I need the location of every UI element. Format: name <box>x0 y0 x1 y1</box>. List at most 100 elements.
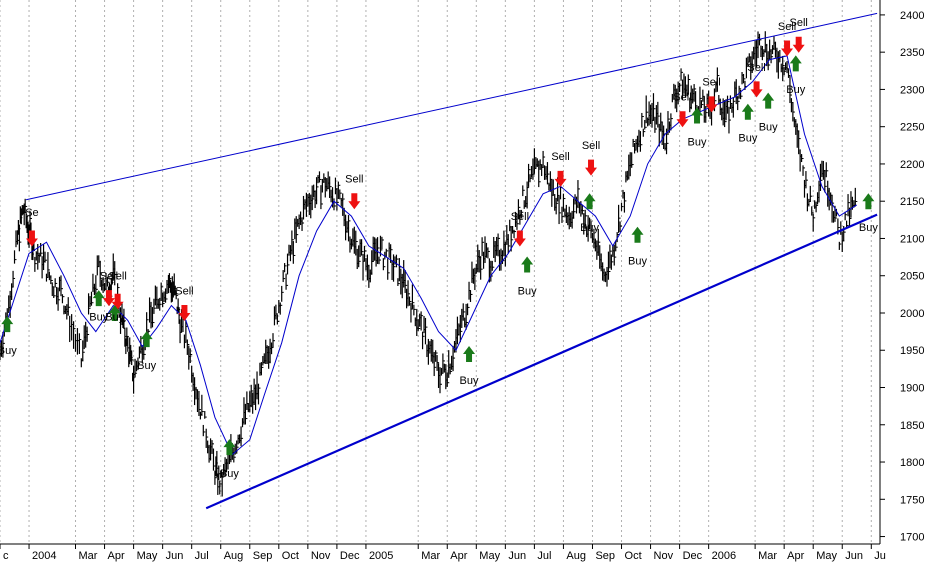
x-tick-label: May <box>816 550 837 562</box>
x-tick-label: Aug <box>566 550 586 562</box>
sell-arrow <box>705 96 718 113</box>
x-tick-label: Sep <box>253 550 273 562</box>
buy-arrow <box>741 103 754 120</box>
y-tick-label: 1900 <box>900 383 924 395</box>
x-tick-label: Jul <box>195 550 209 562</box>
x-axis: c 2004 Mar Apr May Jun Jul Aug Sep Oct Nov Dec 2005 M… <box>0 544 886 562</box>
y-tick-label: 2100 <box>900 233 924 245</box>
x-tick-label: Mar <box>758 550 777 562</box>
buy-arrow <box>463 345 476 362</box>
y-tick-label: 2200 <box>900 159 924 171</box>
sell-signal-label: Sell <box>582 140 600 152</box>
x-tick-label: May <box>137 550 158 562</box>
y-tick-label: 2000 <box>900 308 924 320</box>
sell-arrow <box>792 36 805 53</box>
sell-signal: Sell <box>790 17 808 53</box>
buy-arrow <box>92 290 105 307</box>
sell-signal: Sell <box>778 21 796 57</box>
y-tick-label: 2150 <box>900 196 924 208</box>
sell-signal-label: Sell <box>673 92 691 104</box>
sell-signal: Sell <box>582 140 600 176</box>
buy-arrow <box>1 316 14 333</box>
buy-signal: Buy <box>738 103 758 145</box>
x-tick-label: Apr <box>787 550 804 562</box>
buy-signal-label: Buy <box>137 360 156 372</box>
sell-signal: Se <box>25 207 39 247</box>
buy-signal-label: Buy <box>460 375 479 387</box>
y-tick-label: 2050 <box>900 271 924 283</box>
buy-signal-label: Buy <box>759 121 778 133</box>
buy-arrow <box>789 55 802 72</box>
sell-arrow <box>750 81 763 98</box>
sell-signal-label: Sell <box>511 211 529 223</box>
y-tick-label: 1750 <box>900 494 924 506</box>
x-tick-label: Jun <box>166 550 184 562</box>
sell-signal-label: Sell <box>175 285 193 297</box>
buy-arrow <box>223 439 236 456</box>
buy-signal-label: Buy <box>89 311 108 323</box>
x-tick-label: Nov <box>654 550 674 562</box>
sell-signal: Sell <box>747 62 766 98</box>
buy-signal-label: Buy <box>0 345 17 357</box>
buy-arrow <box>862 193 875 210</box>
y-tick-label: 2400 <box>900 10 924 22</box>
sell-signal: Sell <box>345 174 363 210</box>
buy-arrow <box>521 256 534 273</box>
x-tick-label: Dec <box>340 550 360 562</box>
series-layer <box>0 12 878 510</box>
buy-arrow <box>140 331 153 348</box>
sell-signal: Sell <box>702 77 721 113</box>
x-tick-label: 2006 <box>712 550 736 562</box>
y-tick-label: 1950 <box>900 345 924 357</box>
y-tick-label: 2250 <box>900 122 924 134</box>
buy-arrow <box>762 92 775 109</box>
sell-signal-label: Sell <box>108 270 126 282</box>
buy-signal: Buy <box>859 193 878 234</box>
buy-signal-label: Buy <box>688 136 707 148</box>
buy-signal-label: Buy <box>220 468 239 480</box>
sell-signal: Sell <box>511 211 529 247</box>
sell-signal-label: Sell <box>778 21 796 33</box>
plot-background <box>0 0 880 544</box>
y-tick-label: 2350 <box>900 47 924 59</box>
x-tick-label: Nov <box>311 550 331 562</box>
x-tick-label: Sep <box>595 550 615 562</box>
sell-arrow <box>676 111 689 128</box>
sell-signal-label: Sell <box>100 270 118 282</box>
x-tick-label: c <box>3 550 9 562</box>
sell-signal: Sell <box>673 92 692 128</box>
x-tick-label: Jul <box>537 550 551 562</box>
buy-signal-label: Buy <box>859 222 878 234</box>
buy-signal: Buy <box>89 290 109 323</box>
x-tick-label: 2005 <box>369 550 393 562</box>
lower-trendline-line <box>205 213 878 510</box>
sell-signal-label: Sell <box>702 77 720 89</box>
buy-arrow <box>108 304 121 321</box>
sell-arrow <box>513 230 526 247</box>
buy-signal: Buy <box>786 55 806 96</box>
x-tick-label: Oct <box>625 550 642 562</box>
buy-signal-label: Buy <box>786 84 805 96</box>
sell-signal-label: Sell <box>790 17 808 29</box>
sell-signal-label: Sell <box>345 174 363 186</box>
x-tick-label: Dec <box>683 550 703 562</box>
buy-signal-label: Buy <box>628 256 647 268</box>
x-tick-label: Apr <box>108 550 125 562</box>
y-axis: 1700 1750 1800 1850 1900 1950 2000 2050 2100 2150… <box>880 10 924 544</box>
buy-signal: Buy <box>460 345 479 387</box>
buy-signal-label: Buy <box>580 222 599 234</box>
buy-signal: Buy <box>688 107 707 148</box>
x-tick-label: Jun <box>845 550 863 562</box>
sell-arrow <box>348 193 361 210</box>
buy-signal: Buy <box>220 439 239 480</box>
sell-arrow <box>585 159 598 176</box>
buy-signal: Buy <box>105 304 125 323</box>
sell-signal: Sell <box>551 151 570 187</box>
x-tick-label: Oct <box>282 550 299 562</box>
y-tick-label: 1850 <box>900 420 924 432</box>
upper-trendline-line <box>25 12 878 201</box>
buy-signal: Buy <box>580 193 600 234</box>
sell-arrow <box>781 40 794 57</box>
buy-arrow <box>691 107 704 124</box>
